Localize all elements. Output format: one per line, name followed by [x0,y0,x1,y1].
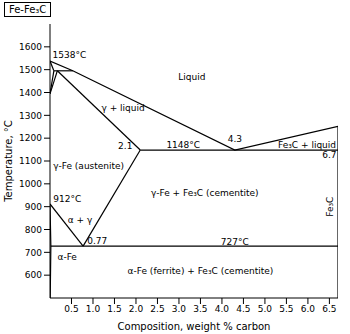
svg-text:6.0: 6.0 [301,304,316,314]
svg-text:800: 800 [25,225,42,235]
svg-text:γ-Fe (austenite): γ-Fe (austenite) [53,161,124,171]
svg-text:700: 700 [25,248,42,258]
svg-text:γ + liquid: γ + liquid [101,103,144,113]
svg-text:2.5: 2.5 [150,304,164,314]
svg-text:α-Fe: α-Fe [57,252,77,262]
svg-text:3.5: 3.5 [193,304,207,314]
svg-text:2.1: 2.1 [118,141,132,151]
svg-text:1148°C: 1148°C [166,140,200,150]
svg-text:3.0: 3.0 [172,304,187,314]
html-text:Fe-Fe₃C: Fe-Fe₃C [9,4,47,15]
svg-text:912°C: 912°C [53,194,81,204]
svg-text:α-Fe (ferrite) + Fe₃C (cementi: α-Fe (ferrite) + Fe₃C (cementite) [128,266,274,276]
svg-text:Composition, weight % carbon: Composition, weight % carbon [118,321,271,332]
svg-text:γ-Fe + Fe₃C (cementite): γ-Fe + Fe₃C (cementite) [151,188,259,198]
svg-text:1300: 1300 [19,111,42,121]
svg-text:4.3: 4.3 [228,134,242,144]
svg-text:5.0: 5.0 [258,304,273,314]
svg-text:0.5: 0.5 [64,304,78,314]
svg-text:1500: 1500 [19,65,42,75]
svg-text:1538°C: 1538°C [52,50,86,60]
svg-text:600: 600 [25,270,42,280]
svg-text:1.5: 1.5 [107,304,121,314]
svg-text:1100: 1100 [19,156,42,166]
svg-text:Fe₃C + liquid: Fe₃C + liquid [278,140,336,150]
svg-text:2.0: 2.0 [129,304,144,314]
svg-text:5.5: 5.5 [279,304,293,314]
svg-text:4.5: 4.5 [236,304,250,314]
svg-text:727°C: 727°C [221,237,249,247]
svg-text:0.77: 0.77 [87,236,107,246]
svg-text:Temperature, °C: Temperature, °C [8,120,14,203]
svg-text:1000: 1000 [19,179,42,189]
svg-text:α + γ: α + γ [68,215,93,225]
svg-text:1.0: 1.0 [86,304,101,314]
svg-text:1600: 1600 [19,42,42,52]
svg-text:4.0: 4.0 [215,304,230,314]
svg-text:6.5: 6.5 [322,304,336,314]
svg-text:900: 900 [25,202,42,212]
svg-text:1200: 1200 [19,133,42,143]
svg-text:6.7: 6.7 [322,150,336,160]
svg-text:1400: 1400 [19,88,42,98]
svg-text:Liquid: Liquid [178,72,205,82]
svg-text:Fe₃C: Fe₃C [325,197,335,217]
